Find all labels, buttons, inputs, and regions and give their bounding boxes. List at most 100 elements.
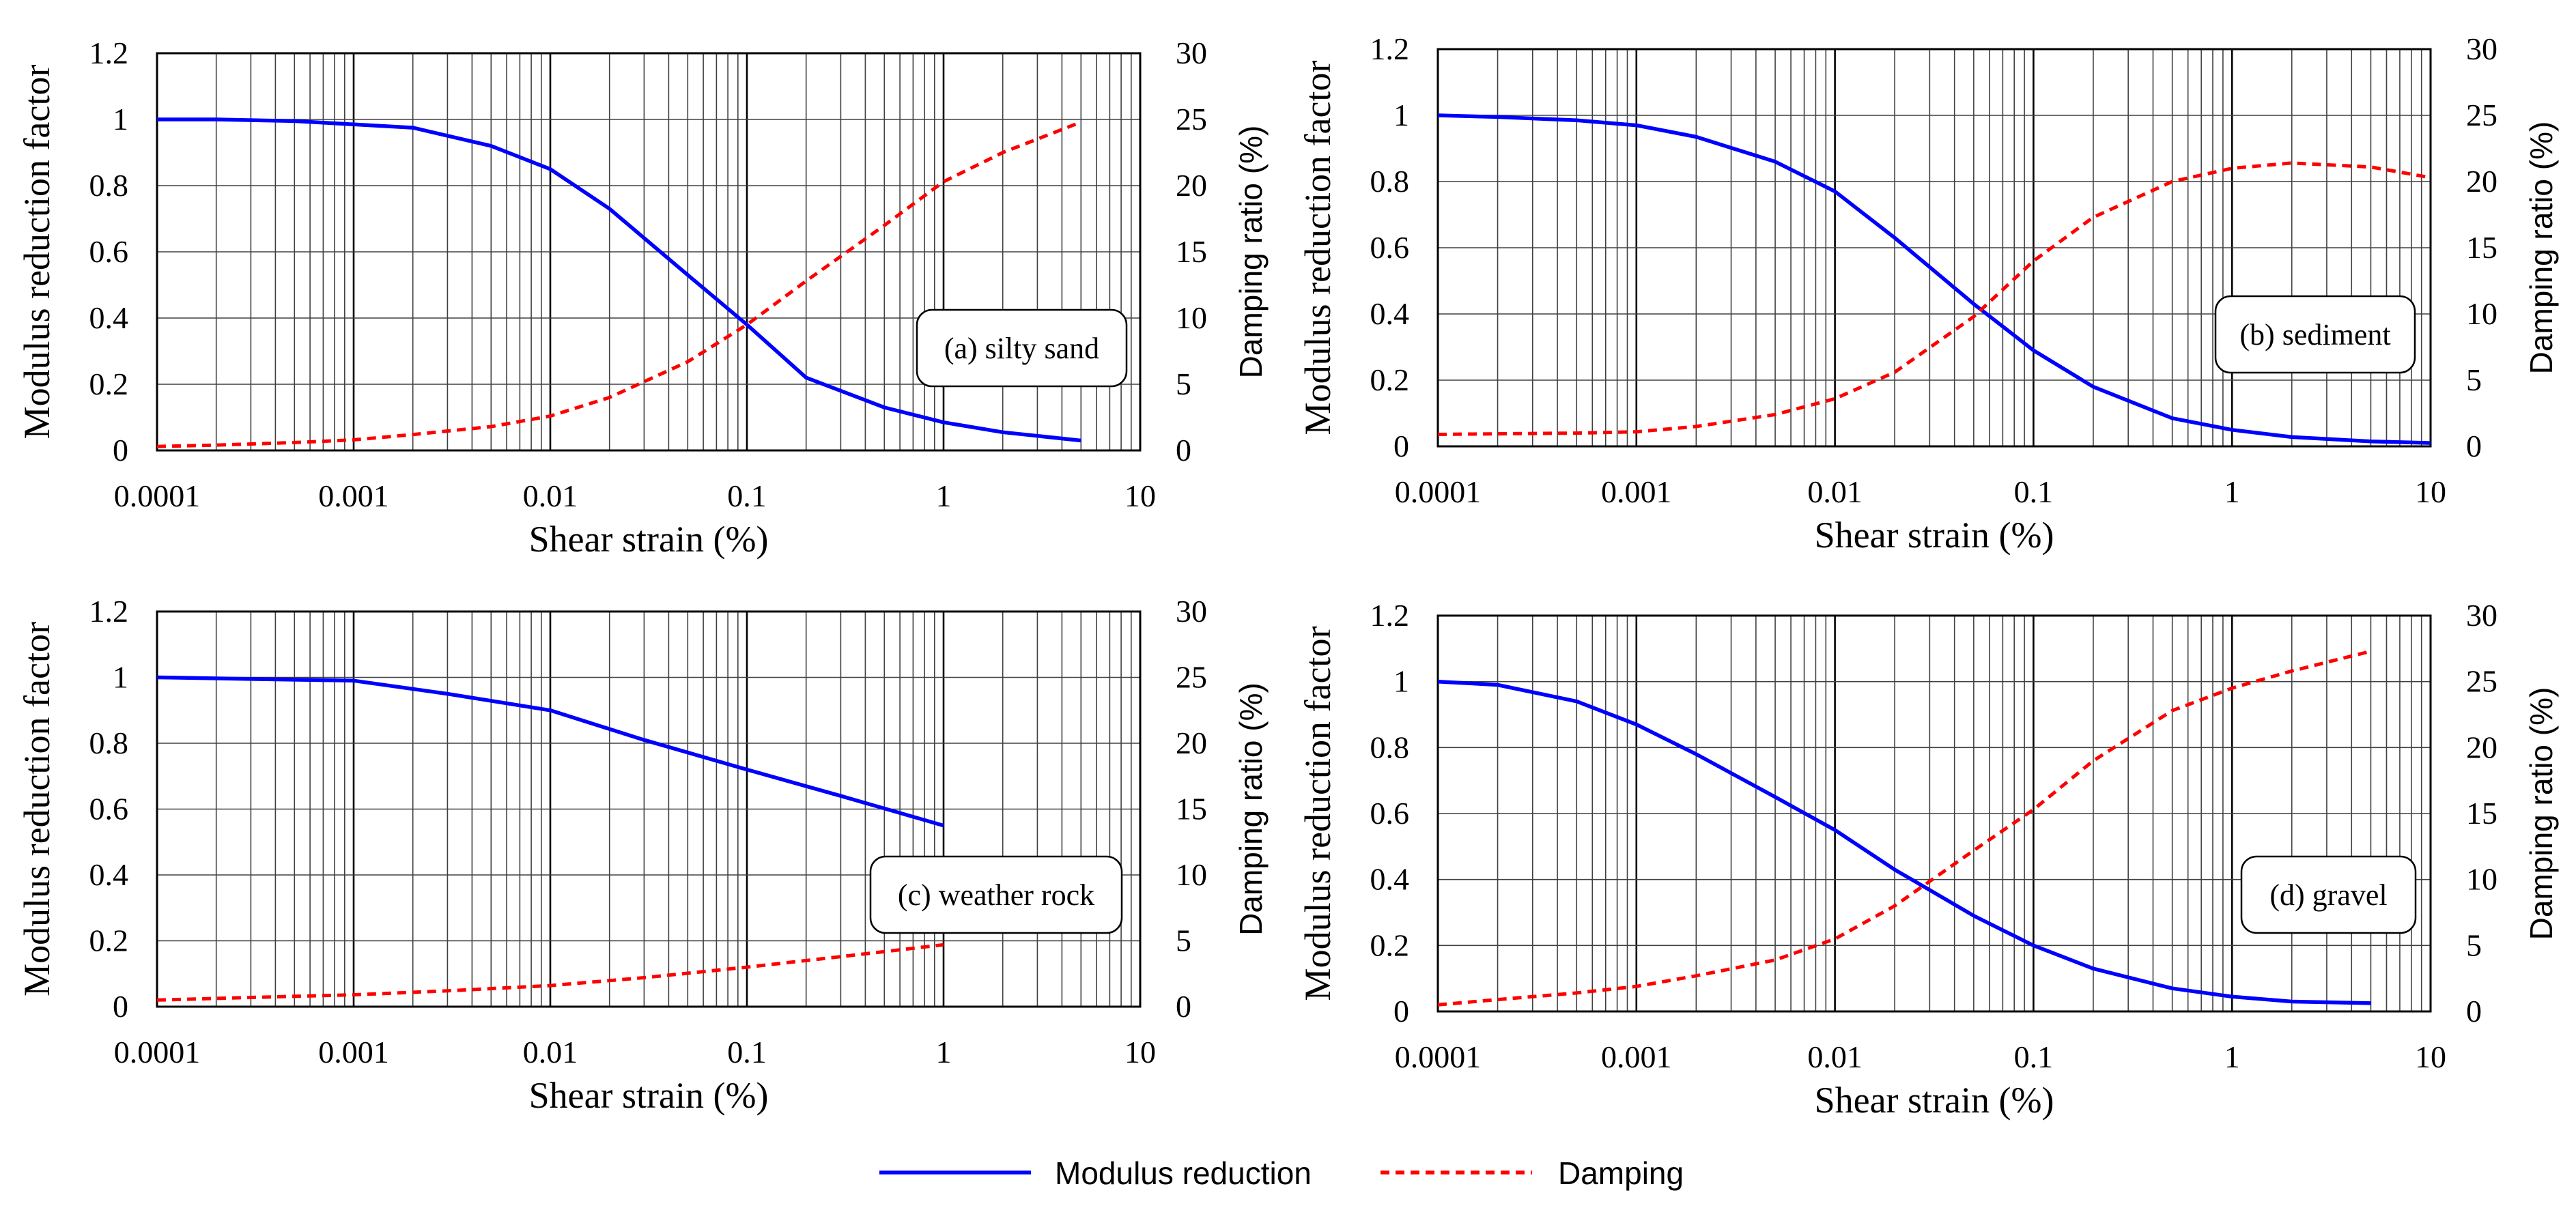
legend: Modulus reduction Damping	[879, 1155, 1684, 1191]
y2-tick-label: 0	[2466, 994, 2482, 1029]
plot-frame	[156, 610, 1142, 1008]
y-axis-title: Modulus reduction factor	[1297, 61, 1338, 435]
y2-tick-label: 25	[2466, 98, 2497, 132]
y-tick-label: 0.4	[1370, 862, 1410, 897]
y2-axis-title: Damping ratio (%)	[1233, 682, 1269, 936]
y-tick-label: 1	[1393, 664, 1409, 699]
y2-tick-label: 0	[1176, 433, 1191, 468]
x-tick-label: 0.0001	[1395, 1039, 1482, 1074]
plot-frame	[1436, 48, 2432, 448]
y2-tick-label: 30	[1176, 594, 1207, 629]
y-axis-title: Modulus reduction factor	[16, 65, 57, 440]
legend-label: Modulus reduction	[1055, 1155, 1312, 1191]
x-axis-title: Shear strain (%)	[1815, 1080, 2054, 1121]
y-tick-label: 1	[113, 660, 128, 695]
annotation-box	[869, 855, 1123, 934]
annotation-label: (a) silty sand	[944, 332, 1099, 365]
y2-tick-label: 10	[2466, 296, 2497, 331]
y-tick-label: 1.2	[1370, 31, 1410, 66]
grid	[156, 53, 1140, 451]
y-tick-label: 1	[113, 102, 128, 136]
x-tick-label: 0.1	[2014, 1039, 2054, 1074]
x-tick-label: 0.01	[1807, 1039, 1863, 1074]
modulus-reduction-curve	[156, 675, 944, 828]
y-axis-title: Modulus reduction factor	[16, 622, 57, 996]
y2-tick-label: 25	[1176, 102, 1207, 136]
annotation-label: (b) sediment	[2239, 318, 2390, 351]
y-tick-label: 0.2	[1370, 927, 1410, 962]
y-tick-label: 0.6	[89, 792, 129, 826]
y2-tick-label: 20	[1176, 168, 1207, 203]
y2-axis-title: Damping ratio (%)	[2523, 121, 2559, 375]
y2-tick-label: 5	[1176, 366, 1191, 401]
y2-tick-label: 10	[1176, 857, 1207, 892]
y-tick-label: 0.4	[1370, 296, 1410, 331]
grid	[1436, 48, 2431, 447]
panel-c: 0 0.2 0.4 0.6 0.8 1 1.2 0 5 10 15 20 25 30 0.0001 0.001…	[16, 594, 1269, 1116]
x-tick-label: 1	[2224, 474, 2240, 509]
damping-curve	[1437, 161, 2431, 436]
x-tick-label: 0.0001	[1395, 474, 1482, 509]
x-tick-label: 10	[1124, 1035, 1156, 1069]
y2-tick-label: 5	[1176, 923, 1191, 958]
y-tick-label: 0.4	[89, 300, 129, 335]
y-tick-label: 0.8	[1370, 730, 1410, 764]
y-tick-label: 0.2	[1370, 362, 1410, 397]
y2-tick-label: 30	[2466, 598, 2497, 633]
y2-tick-label: 10	[2466, 862, 2497, 897]
y-tick-label: 0	[1393, 429, 1409, 463]
legend-label: Damping	[1558, 1155, 1684, 1191]
y-tick-label: 0.8	[89, 168, 129, 203]
x-tick-label: 0.001	[1601, 474, 1672, 509]
y-tick-label: 1.2	[89, 594, 129, 629]
y2-tick-label: 20	[1176, 725, 1207, 760]
x-tick-label: 0.01	[1807, 474, 1863, 509]
y2-tick-label: 5	[2466, 362, 2482, 397]
panel-a: 0 0.2 0.4 0.6 0.8 1 1.2 0 5 10 15 20 25 30 0.0001 0.001…	[16, 35, 1269, 560]
y-tick-label: 0	[1393, 994, 1409, 1029]
modulus-reduction-curve	[1437, 679, 2371, 1005]
y2-tick-label: 5	[2466, 927, 2482, 962]
y2-tick-label: 15	[1176, 792, 1207, 826]
y2-tick-label: 25	[2466, 664, 2497, 699]
modulus-reduction-curve	[157, 117, 1081, 443]
y-tick-label: 0.6	[1370, 796, 1410, 831]
x-axis-title: Shear strain (%)	[1815, 515, 2054, 556]
annotation-box	[2240, 855, 2417, 934]
y2-tick-label: 0	[1176, 989, 1191, 1024]
x-tick-label: 10	[1124, 478, 1156, 513]
x-tick-label: 0.01	[523, 478, 578, 513]
y2-tick-label: 20	[2466, 164, 2497, 199]
damping-curve	[1437, 649, 2372, 1007]
y2-axis-title: Damping ratio (%)	[2523, 687, 2559, 940]
y-tick-label: 0.8	[1370, 164, 1410, 199]
y2-tick-label: 0	[2466, 429, 2482, 463]
y2-axis-title: Damping ratio (%)	[1233, 126, 1269, 379]
x-tick-label: 10	[2415, 1039, 2446, 1074]
x-tick-label: 1	[936, 478, 952, 513]
x-axis-title: Shear strain (%)	[529, 519, 769, 560]
x-tick-label: 0.0001	[114, 478, 201, 513]
annotation-label: (d) gravel	[2269, 878, 2387, 912]
annotation-box	[2214, 295, 2416, 374]
y-tick-label: 0	[113, 989, 128, 1024]
x-tick-label: 10	[2415, 474, 2446, 509]
y-tick-label: 1.2	[89, 35, 129, 70]
x-tick-label: 0.001	[1601, 1039, 1672, 1074]
y2-tick-label: 15	[2466, 230, 2497, 265]
y-tick-label: 0.8	[89, 725, 129, 760]
grid	[1436, 615, 2431, 1012]
grid	[156, 611, 1140, 1007]
y-tick-label: 0.2	[89, 923, 129, 958]
x-tick-label: 0.1	[2014, 474, 2054, 509]
x-tick-label: 0.0001	[114, 1035, 201, 1069]
y2-tick-label: 10	[1176, 300, 1207, 335]
y2-tick-label: 20	[2466, 730, 2497, 764]
annotation-label: (c) weather rock	[898, 878, 1094, 912]
y-tick-label: 0.4	[89, 857, 129, 892]
annotation-box	[916, 308, 1128, 388]
x-tick-label: 0.01	[523, 1035, 578, 1069]
y-tick-label: 0.6	[89, 234, 129, 269]
